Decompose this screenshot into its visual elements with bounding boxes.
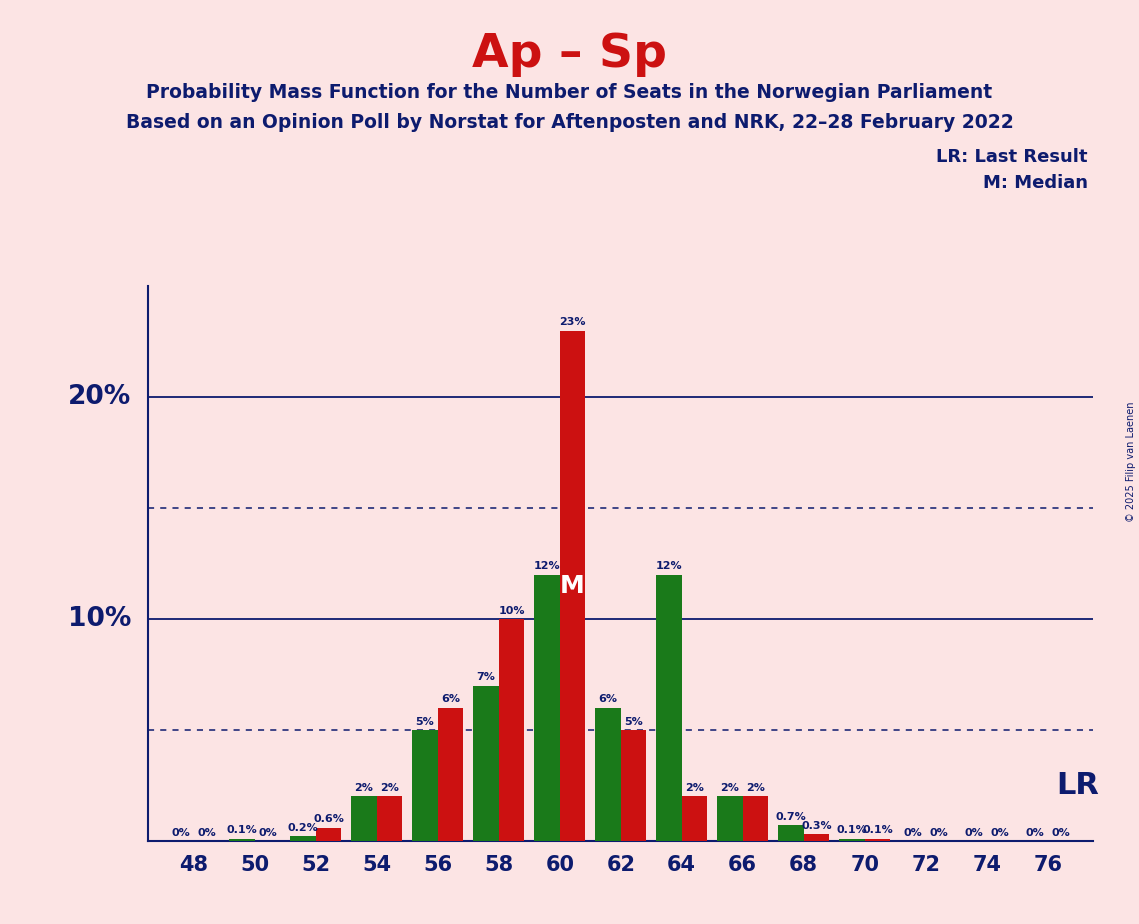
Bar — [351, 796, 377, 841]
Text: 12%: 12% — [534, 562, 560, 571]
Text: 0%: 0% — [903, 828, 923, 837]
Bar — [229, 839, 255, 841]
Text: 5%: 5% — [624, 717, 642, 726]
Text: 0%: 0% — [1051, 828, 1070, 837]
Bar — [682, 796, 707, 841]
Bar — [377, 796, 402, 841]
Bar — [412, 730, 437, 841]
Text: 0%: 0% — [259, 828, 277, 837]
Text: Probability Mass Function for the Number of Seats in the Norwegian Parliament: Probability Mass Function for the Number… — [147, 83, 992, 103]
Text: 20%: 20% — [67, 384, 131, 410]
Text: 12%: 12% — [656, 562, 682, 571]
Text: M: Median: M: Median — [983, 174, 1088, 191]
Text: 0.7%: 0.7% — [776, 812, 806, 822]
Text: 2%: 2% — [380, 784, 399, 793]
Text: 0.6%: 0.6% — [313, 814, 344, 824]
Text: 6%: 6% — [441, 695, 460, 704]
Text: 0.3%: 0.3% — [801, 821, 831, 831]
Text: 0.2%: 0.2% — [288, 823, 319, 833]
Bar — [534, 575, 559, 841]
Text: 23%: 23% — [559, 318, 585, 327]
Bar — [743, 796, 769, 841]
Text: LR: LR — [1056, 771, 1099, 800]
Bar — [656, 575, 682, 841]
Text: 2%: 2% — [354, 784, 374, 793]
Text: Based on an Opinion Poll by Norstat for Aftenposten and NRK, 22–28 February 2022: Based on an Opinion Poll by Norstat for … — [125, 113, 1014, 132]
Bar — [621, 730, 646, 841]
Bar — [316, 828, 342, 841]
Text: 6%: 6% — [598, 695, 617, 704]
Text: 7%: 7% — [476, 673, 495, 682]
Text: 2%: 2% — [686, 784, 704, 793]
Text: 0%: 0% — [965, 828, 983, 837]
Bar — [437, 708, 464, 841]
Text: © 2025 Filip van Laenen: © 2025 Filip van Laenen — [1126, 402, 1136, 522]
Text: 0%: 0% — [172, 828, 190, 837]
Text: LR: Last Result: LR: Last Result — [936, 148, 1088, 165]
Text: 2%: 2% — [721, 784, 739, 793]
Bar — [839, 839, 865, 841]
Text: 0%: 0% — [1025, 828, 1044, 837]
Text: Ap – Sp: Ap – Sp — [472, 32, 667, 78]
Bar — [718, 796, 743, 841]
Bar — [596, 708, 621, 841]
Text: 0.1%: 0.1% — [227, 825, 257, 835]
Bar — [804, 834, 829, 841]
Text: 2%: 2% — [746, 784, 765, 793]
Text: 0%: 0% — [929, 828, 948, 837]
Bar — [499, 619, 524, 841]
Text: 0%: 0% — [197, 828, 216, 837]
Bar — [559, 331, 585, 841]
Text: 5%: 5% — [416, 717, 434, 726]
Text: 0.1%: 0.1% — [836, 825, 867, 835]
Bar — [473, 686, 499, 841]
Text: 0.1%: 0.1% — [862, 825, 893, 835]
Text: 10%: 10% — [67, 606, 131, 632]
Bar — [865, 839, 891, 841]
Text: M: M — [560, 574, 585, 598]
Text: 0%: 0% — [990, 828, 1009, 837]
Bar — [778, 825, 804, 841]
Bar — [290, 836, 316, 841]
Text: 10%: 10% — [499, 606, 525, 615]
